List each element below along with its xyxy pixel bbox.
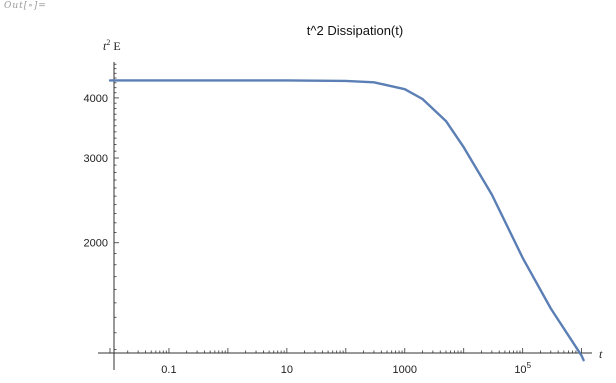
y-axis-label-sup: 2 — [106, 38, 110, 47]
x-tick-label-base: 0.1 — [161, 364, 176, 376]
x-tick-label-base: 10 — [281, 364, 293, 376]
series-group — [108, 79, 585, 362]
series-line — [108, 79, 585, 362]
x-tick-label: 1000 — [393, 364, 417, 376]
x-tick-label-base: 1000 — [393, 364, 417, 376]
y-tick-label: 4000 — [84, 93, 108, 105]
output-cell-label: Out[∘]= — [4, 1, 47, 11]
y-axis-label-rest: E — [110, 39, 120, 53]
y-axis-label-base: t — [103, 39, 107, 53]
x-tick-label: 10 — [281, 364, 293, 376]
y-axis-label: t2 E — [103, 38, 121, 53]
x-tick-label: 105 — [514, 361, 531, 376]
y-tick-label: 3000 — [84, 153, 108, 165]
x-tick-label-base: 10 — [514, 364, 526, 376]
chart-title: t^2 Dissipation(t) — [307, 23, 403, 38]
x-tick-label: 0.1 — [161, 364, 176, 376]
y-tick-label: 2000 — [84, 238, 108, 250]
axes — [98, 62, 592, 370]
x-axis-label: t — [599, 347, 603, 361]
x-tick-label-sup: 5 — [527, 361, 532, 370]
